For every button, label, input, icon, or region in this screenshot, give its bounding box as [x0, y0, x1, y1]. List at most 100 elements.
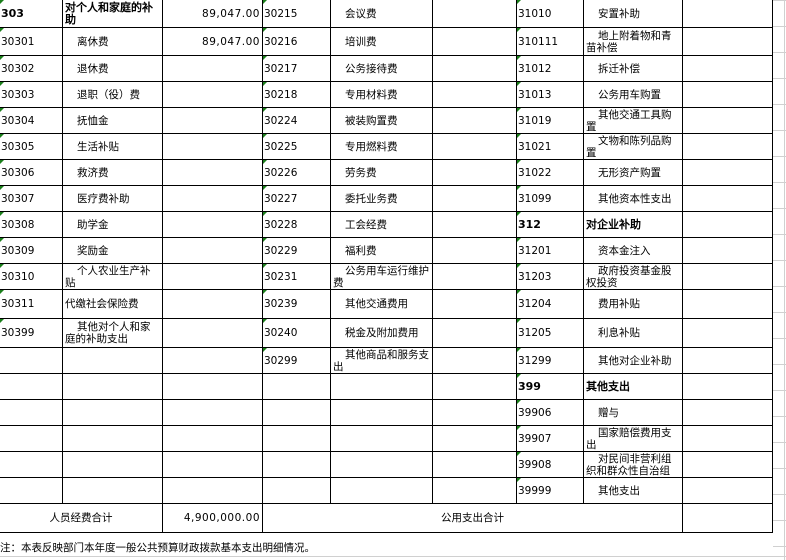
- item-code[interactable]: 30215: [262, 0, 331, 28]
- item-amount[interactable]: [432, 451, 517, 478]
- item-code[interactable]: [262, 477, 331, 504]
- item-amount[interactable]: [682, 107, 773, 134]
- item-name[interactable]: 其他对个人和家庭的补助支出: [62, 318, 163, 348]
- item-amount[interactable]: [432, 27, 517, 56]
- item-name[interactable]: 被装购置费: [330, 107, 433, 134]
- item-name[interactable]: 其他支出: [583, 477, 683, 504]
- item-amount[interactable]: [432, 107, 517, 134]
- item-amount[interactable]: [682, 55, 773, 82]
- item-name[interactable]: 对民间非营利组织和群众性自治组: [583, 451, 683, 478]
- item-name[interactable]: 工会经费: [330, 211, 433, 238]
- item-code[interactable]: 30307: [0, 185, 63, 212]
- item-code[interactable]: 31012: [516, 55, 584, 82]
- item-code[interactable]: 30239: [262, 289, 331, 319]
- item-amount[interactable]: [682, 425, 773, 452]
- item-code[interactable]: 30231: [262, 263, 331, 290]
- item-amount[interactable]: [432, 81, 517, 108]
- item-code[interactable]: 30309: [0, 237, 63, 264]
- item-name[interactable]: 离休费: [62, 27, 163, 56]
- item-name[interactable]: 培训费: [330, 27, 433, 56]
- item-amount[interactable]: [432, 318, 517, 348]
- public-total-amount[interactable]: [682, 503, 773, 533]
- item-amount[interactable]: [432, 477, 517, 504]
- item-name[interactable]: 对企业补助: [583, 211, 683, 238]
- item-code[interactable]: [0, 425, 63, 452]
- item-code[interactable]: [0, 451, 63, 478]
- item-code[interactable]: 31019: [516, 107, 584, 134]
- item-amount[interactable]: [432, 237, 517, 264]
- item-amount[interactable]: [162, 185, 263, 212]
- item-amount[interactable]: [162, 477, 263, 504]
- item-name[interactable]: 对个人和家庭的补助: [62, 0, 163, 28]
- item-code[interactable]: 30218: [262, 81, 331, 108]
- item-code[interactable]: [262, 425, 331, 452]
- item-name[interactable]: 退职（役）费: [62, 81, 163, 108]
- item-amount[interactable]: [432, 159, 517, 186]
- item-amount[interactable]: [162, 107, 263, 134]
- item-code[interactable]: [262, 373, 331, 400]
- item-amount[interactable]: [682, 399, 773, 426]
- item-code[interactable]: 303: [0, 0, 63, 28]
- item-amount[interactable]: [432, 289, 517, 319]
- item-name[interactable]: [62, 347, 163, 374]
- item-amount[interactable]: [682, 27, 773, 56]
- item-code[interactable]: 30303: [0, 81, 63, 108]
- item-amount[interactable]: [162, 399, 263, 426]
- item-amount[interactable]: [682, 263, 773, 290]
- item-name[interactable]: 专用材料费: [330, 81, 433, 108]
- item-amount[interactable]: [162, 55, 263, 82]
- item-name[interactable]: 利息补贴: [583, 318, 683, 348]
- item-code[interactable]: [262, 451, 331, 478]
- item-amount[interactable]: [432, 425, 517, 452]
- item-code[interactable]: 31204: [516, 289, 584, 319]
- item-name[interactable]: 地上附着物和青苗补偿: [583, 27, 683, 56]
- item-code[interactable]: 30306: [0, 159, 63, 186]
- item-name[interactable]: 无形资产购置: [583, 159, 683, 186]
- item-amount[interactable]: [682, 211, 773, 238]
- item-amount[interactable]: 89,047.00: [162, 0, 263, 28]
- item-amount[interactable]: [432, 263, 517, 290]
- item-amount[interactable]: [682, 373, 773, 400]
- item-name[interactable]: 委托业务费: [330, 185, 433, 212]
- item-name[interactable]: 代缴社会保险费: [62, 289, 163, 319]
- item-code[interactable]: 30399: [0, 318, 63, 348]
- item-code[interactable]: 31205: [516, 318, 584, 348]
- item-amount[interactable]: [162, 263, 263, 290]
- item-code[interactable]: 30228: [262, 211, 331, 238]
- item-code[interactable]: 30308: [0, 211, 63, 238]
- item-code[interactable]: 39999: [516, 477, 584, 504]
- item-name[interactable]: [330, 477, 433, 504]
- item-name[interactable]: 专用燃料费: [330, 133, 433, 160]
- item-amount[interactable]: [432, 211, 517, 238]
- item-code[interactable]: 30226: [262, 159, 331, 186]
- item-code[interactable]: 30305: [0, 133, 63, 160]
- item-amount[interactable]: [682, 451, 773, 478]
- item-amount[interactable]: [162, 347, 263, 374]
- item-amount[interactable]: [162, 81, 263, 108]
- item-amount[interactable]: [682, 159, 773, 186]
- item-code[interactable]: [262, 399, 331, 426]
- item-name[interactable]: [62, 399, 163, 426]
- personnel-total-amount[interactable]: 4,900,000.00: [162, 503, 263, 533]
- item-name[interactable]: 助学金: [62, 211, 163, 238]
- item-code[interactable]: 31010: [516, 0, 584, 28]
- item-code[interactable]: 30216: [262, 27, 331, 56]
- item-code[interactable]: 312: [516, 211, 584, 238]
- item-name[interactable]: 公务接待费: [330, 55, 433, 82]
- item-amount[interactable]: [432, 399, 517, 426]
- item-name[interactable]: 公务用车购置: [583, 81, 683, 108]
- item-amount[interactable]: [162, 289, 263, 319]
- item-name[interactable]: 生活补贴: [62, 133, 163, 160]
- item-amount[interactable]: [162, 318, 263, 348]
- item-amount[interactable]: 89,047.00: [162, 27, 263, 56]
- item-amount[interactable]: [162, 451, 263, 478]
- item-name[interactable]: 其他支出: [583, 373, 683, 400]
- item-name[interactable]: 国家赔偿费用支出: [583, 425, 683, 452]
- item-name[interactable]: [62, 373, 163, 400]
- item-name[interactable]: 会议费: [330, 0, 433, 28]
- item-code[interactable]: 30302: [0, 55, 63, 82]
- item-name[interactable]: 其他交通费用: [330, 289, 433, 319]
- item-code[interactable]: 30299: [262, 347, 331, 374]
- item-code[interactable]: 399: [516, 373, 584, 400]
- item-amount[interactable]: [162, 211, 263, 238]
